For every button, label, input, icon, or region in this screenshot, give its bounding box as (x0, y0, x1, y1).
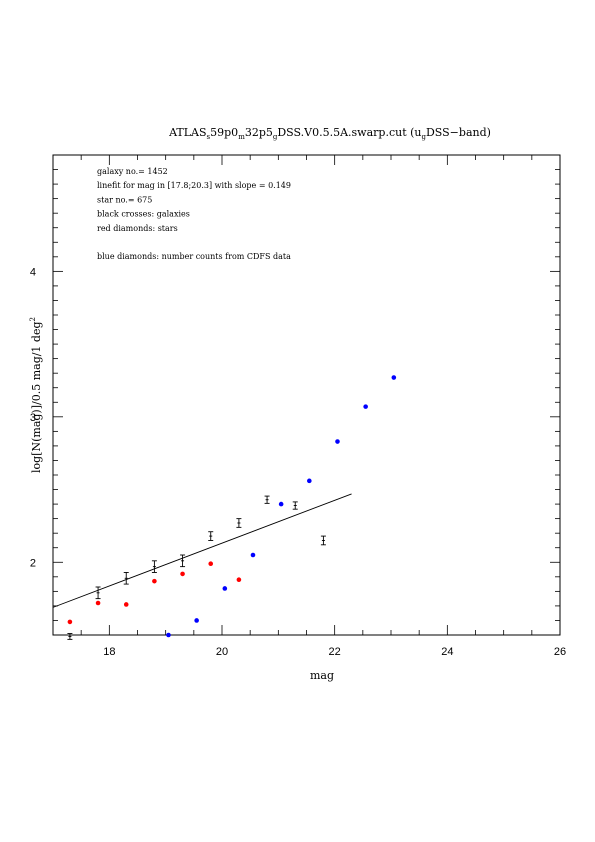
data-marks (67, 375, 397, 640)
annotation-line: blue diamonds: number counts from CDFS d… (97, 252, 291, 261)
y-tick-label: 2 (30, 557, 36, 569)
annotations: galaxy no.= 1452 linefit for mag in [17.8… (97, 167, 291, 261)
x-tick-label: 18 (103, 646, 115, 658)
cdfs-point (335, 439, 340, 444)
title-part: 32p5 (245, 126, 273, 139)
title-sub: m (238, 133, 245, 141)
star-point (208, 561, 214, 567)
cdfs-point (363, 404, 368, 409)
title-sub: s (207, 133, 211, 141)
star-point (180, 571, 185, 577)
x-tick-label: 20 (216, 646, 228, 658)
x-tick-label: 22 (329, 646, 341, 658)
axis-ticks (52, 154, 561, 636)
annotation-line: black crosses: galaxies (97, 210, 190, 219)
cdfs-point (307, 478, 312, 484)
x-axis-label: mag (310, 669, 334, 682)
x-tick-label: 24 (441, 646, 453, 658)
cdfs-point (391, 375, 397, 380)
title-part: 59p0 (210, 126, 238, 139)
chart-title: ATLASs59p0m32p5gDSS.V0.5.5A.swarp.cut (u… (168, 126, 491, 141)
cdfs-point (222, 586, 228, 591)
x-tick-label: 26 (554, 646, 566, 658)
y-tick-label: 3 (30, 412, 36, 424)
annotation-line: galaxy no.= 1452 (97, 167, 168, 176)
title-part: DSS−band) (426, 126, 491, 139)
cdfs-point (194, 618, 199, 623)
title-part: DSS.V0.5.5A.swarp.cut (u (277, 126, 421, 139)
cdfs-point (250, 552, 256, 558)
star-point (236, 577, 242, 583)
y-axis-label-sup: 2 (29, 317, 37, 321)
title-part: ATLAS (168, 126, 206, 139)
star-point (123, 602, 129, 607)
annotation-line: red diamonds: stars (97, 224, 178, 233)
star-point (152, 578, 157, 584)
annotation-line: linefit for mag in [17.8;20.3] with slop… (97, 181, 291, 190)
cdfs-point (278, 501, 284, 507)
y-axis-label-main: log[N(mag)]/0.5 mag/1 deg (30, 321, 43, 473)
y-axis-label: log[N(mag)]/0.5 mag/1 deg2 (29, 317, 43, 473)
title-sub: g (422, 133, 427, 141)
star-point (67, 619, 73, 625)
annotation-line: star no.= 675 (97, 195, 152, 204)
cdfs-point (166, 632, 171, 638)
y-tick-label: 4 (30, 266, 36, 278)
fit-line-group (52, 493, 352, 608)
axis-tick-labels: 18 20 22 24 26 2 3 4 (30, 266, 566, 658)
fit-line (52, 493, 352, 608)
title-sub: g (273, 133, 278, 141)
star-point (95, 600, 101, 606)
